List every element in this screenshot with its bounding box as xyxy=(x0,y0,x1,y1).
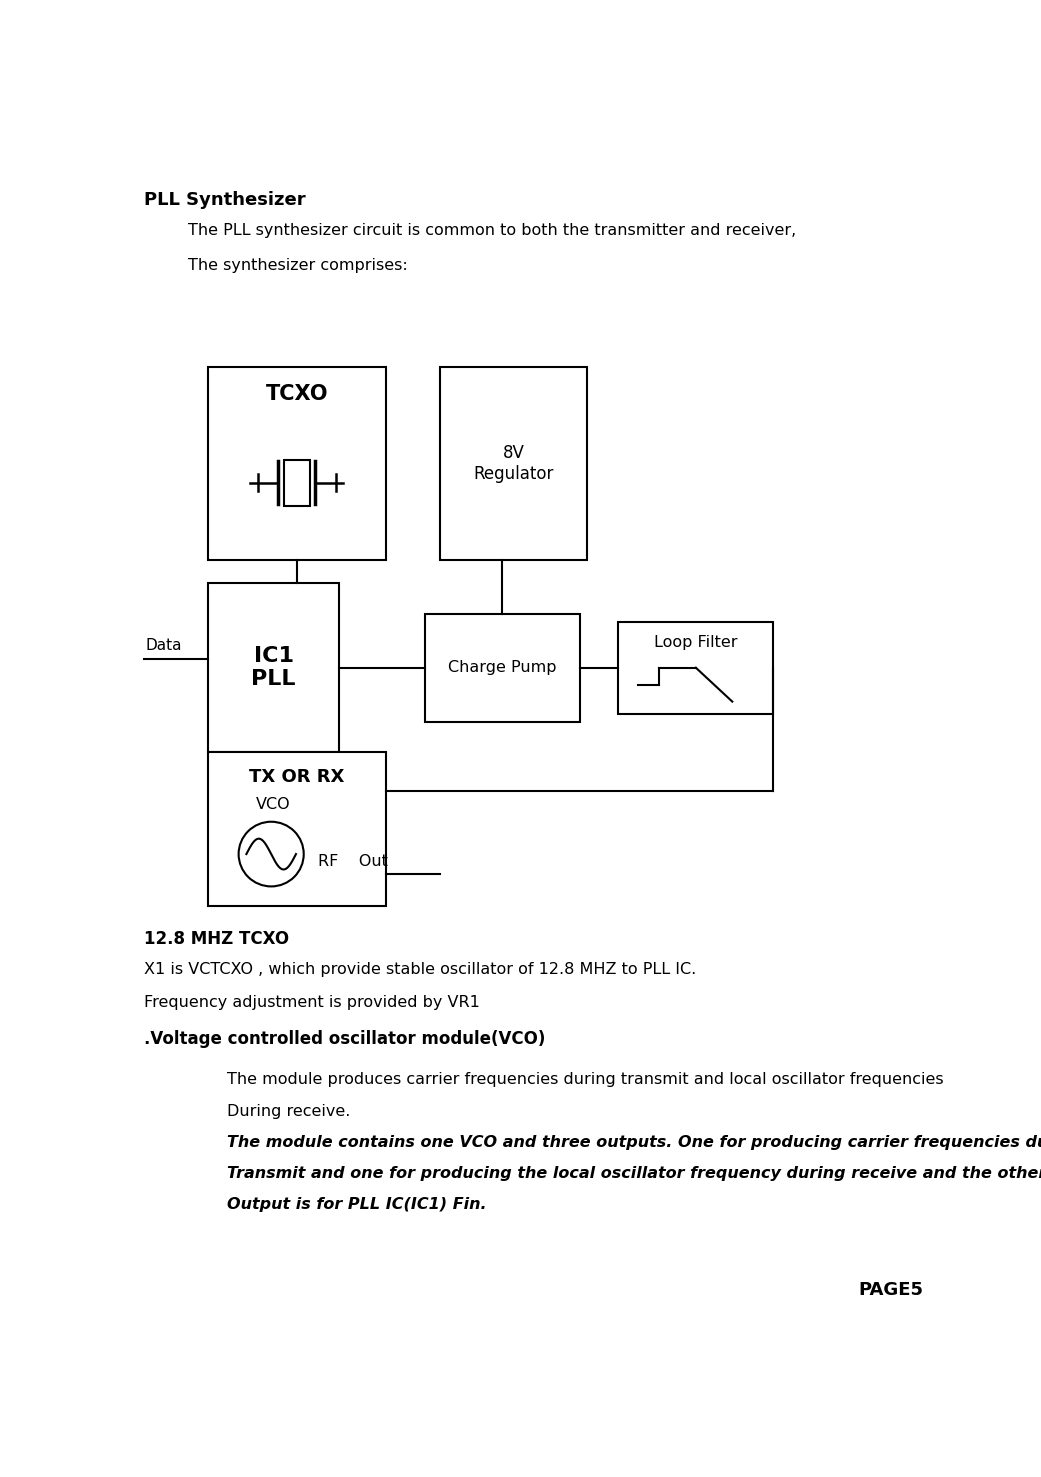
Bar xyxy=(283,459,310,507)
Text: TX OR RX: TX OR RX xyxy=(249,768,345,786)
Text: 8V
Regulator: 8V Regulator xyxy=(474,445,554,483)
Text: Frequency adjustment is provided by VR1: Frequency adjustment is provided by VR1 xyxy=(144,995,480,1010)
Bar xyxy=(207,752,386,907)
Text: Loop Filter: Loop Filter xyxy=(654,635,738,650)
Text: The PLL synthesizer circuit is common to both the transmitter and receiver,: The PLL synthesizer circuit is common to… xyxy=(188,223,796,238)
Text: The module produces carrier frequencies during transmit and local oscillator fre: The module produces carrier frequencies … xyxy=(227,1072,943,1087)
Text: During receive.: During receive. xyxy=(227,1105,351,1120)
Bar xyxy=(425,614,580,722)
Text: Transmit and one for producing the local oscillator frequency during receive and: Transmit and one for producing the local… xyxy=(227,1165,1041,1182)
Text: PLL Synthesizer: PLL Synthesizer xyxy=(144,191,306,210)
Text: Data: Data xyxy=(146,638,182,653)
Text: Charge Pump: Charge Pump xyxy=(448,660,556,675)
Bar xyxy=(618,622,773,713)
Text: .Voltage controlled oscillator module(VCO): .Voltage controlled oscillator module(VC… xyxy=(144,1029,545,1047)
Text: IC1
PLL: IC1 PLL xyxy=(251,645,296,690)
Text: PAGE5: PAGE5 xyxy=(858,1281,923,1300)
Text: X1 is VCTCXO , which provide stable oscillator of 12.8 MHZ to PLL IC.: X1 is VCTCXO , which provide stable osci… xyxy=(144,962,696,976)
Text: The synthesizer comprises:: The synthesizer comprises: xyxy=(188,258,408,273)
Bar xyxy=(207,583,339,752)
Text: VCO: VCO xyxy=(256,798,290,812)
Text: 12.8 MHZ TCXO: 12.8 MHZ TCXO xyxy=(144,929,289,948)
Text: Output is for PLL IC(IC1) Fin.: Output is for PLL IC(IC1) Fin. xyxy=(227,1196,486,1211)
Bar xyxy=(207,368,386,560)
Text: The module contains one VCO and three outputs. One for producing carrier frequen: The module contains one VCO and three ou… xyxy=(227,1136,1041,1151)
Bar xyxy=(440,368,587,560)
Text: RF    Out: RF Out xyxy=(318,854,387,868)
Text: TCXO: TCXO xyxy=(265,384,328,405)
